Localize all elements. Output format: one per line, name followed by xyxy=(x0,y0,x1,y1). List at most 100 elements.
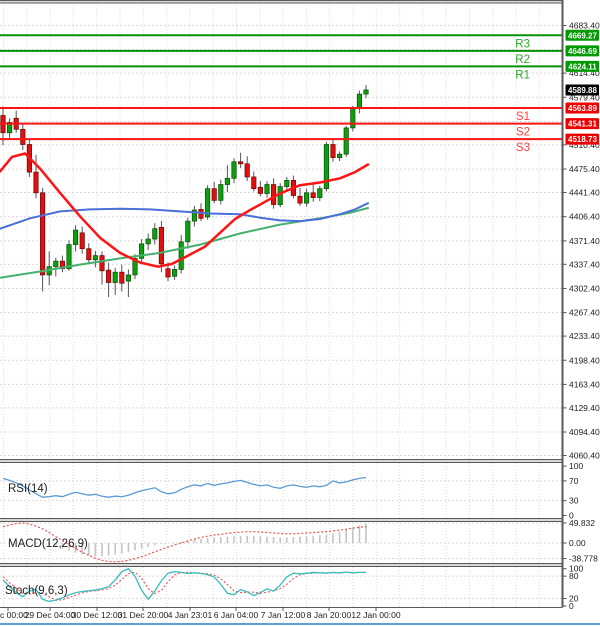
candle-down[interactable] xyxy=(106,269,112,283)
x-axis-label: 12 Jan 00:00 xyxy=(351,610,400,620)
price-badge-r2 xyxy=(565,45,599,57)
stoch-d-line xyxy=(2,571,366,601)
gridlines xyxy=(0,5,562,607)
candle-down[interactable] xyxy=(79,232,85,250)
candle-up[interactable] xyxy=(132,258,138,276)
y-axis-label: 4267.40 xyxy=(569,308,600,318)
candle-down[interactable] xyxy=(59,260,65,270)
macd-panel-title: MACD(12,26,9) xyxy=(8,538,88,550)
candle-down[interactable] xyxy=(86,248,92,261)
candle-up[interactable] xyxy=(350,108,356,129)
candle-up[interactable] xyxy=(66,244,72,270)
support-label-s1: S1 xyxy=(516,111,530,123)
candle-up[interactable] xyxy=(125,274,131,282)
candle-up[interactable] xyxy=(152,228,158,240)
price-badge-r1-text: 4624.11 xyxy=(568,62,597,71)
candle-up[interactable] xyxy=(178,241,184,270)
price-badge-r2-text: 4646.69 xyxy=(568,47,597,56)
macd-axis-label: -38.778 xyxy=(569,554,598,564)
candle-up[interactable] xyxy=(145,238,151,245)
resistance-label-r3: R3 xyxy=(515,38,530,50)
candle-up[interactable] xyxy=(363,89,369,95)
candle-up[interactable] xyxy=(264,184,270,194)
candle-down[interactable] xyxy=(271,184,277,205)
price-badge-s2-text: 4541.31 xyxy=(568,120,597,129)
candle-down[interactable] xyxy=(40,192,46,276)
macd-stoch-separator xyxy=(0,563,562,567)
candle-down[interactable] xyxy=(238,161,244,165)
candle-down[interactable] xyxy=(257,186,263,194)
candles-layer[interactable] xyxy=(0,85,369,298)
candle-down[interactable] xyxy=(310,192,316,198)
y-axis-label: 4371.40 xyxy=(569,236,600,246)
rsi-line xyxy=(2,476,367,498)
support-label-s2: S2 xyxy=(516,127,530,139)
candle-down[interactable] xyxy=(158,226,164,265)
stoch-axis-label: 0 xyxy=(569,601,574,611)
candle-down[interactable] xyxy=(165,268,171,278)
candle-up[interactable] xyxy=(317,188,323,198)
y-axis-label: 4060.40 xyxy=(569,451,600,461)
y-axis-label: 4337.40 xyxy=(569,259,600,269)
candle-up[interactable] xyxy=(337,153,343,158)
stoch-axis-label: 20 xyxy=(569,594,579,604)
candle-down[interactable] xyxy=(244,163,250,178)
candle-up[interactable] xyxy=(191,209,197,222)
x-axis-label: 31 Dec 20:00 xyxy=(118,610,169,620)
price-badge-r3 xyxy=(565,29,599,41)
y-axis-label: 4614.40 xyxy=(569,68,600,78)
y-axis-label: 4233.40 xyxy=(569,331,600,341)
candle-down[interactable] xyxy=(330,144,336,158)
y-axis-label: 4510.40 xyxy=(569,140,600,150)
candle-up[interactable] xyxy=(284,180,290,187)
candle-down[interactable] xyxy=(33,171,39,194)
ma-fast-line xyxy=(0,152,370,268)
candle-up[interactable] xyxy=(92,255,98,261)
candle-down[interactable] xyxy=(297,195,303,204)
stoch-k-line xyxy=(2,567,366,603)
candle-up[interactable] xyxy=(205,188,211,218)
y-axis-label: 4302.40 xyxy=(569,283,600,293)
price-badge-s2 xyxy=(565,118,599,130)
x-axis-label: 30 Dec 12:00 xyxy=(72,610,123,620)
candle-up[interactable] xyxy=(224,177,230,185)
candle-down[interactable] xyxy=(211,188,217,201)
rsi-axis-label: 100 xyxy=(569,461,583,471)
candle-up[interactable] xyxy=(185,220,191,243)
candle-up[interactable] xyxy=(73,229,79,245)
macd-histogram xyxy=(35,523,367,557)
candle-up[interactable] xyxy=(139,243,145,259)
candle-up[interactable] xyxy=(112,271,118,283)
candle-up[interactable] xyxy=(323,144,329,190)
x-axis-label: 7 Jan 12:00 xyxy=(261,610,306,620)
candle-down[interactable] xyxy=(99,255,105,272)
price-badge-s3-text: 4518.73 xyxy=(568,135,597,144)
candle-down[interactable] xyxy=(119,271,125,284)
stoch-panel-title: Stoch(9,6,3) xyxy=(5,585,68,597)
candle-up[interactable] xyxy=(304,192,310,204)
stoch-axis-label: 80 xyxy=(569,571,579,581)
candle-down[interactable] xyxy=(251,176,257,190)
x-axis-label: 29 Dec 04:00 xyxy=(25,610,76,620)
candle-up[interactable] xyxy=(172,269,178,277)
rsi-panel-title: RSI(14) xyxy=(8,483,48,495)
price-badge-r1 xyxy=(565,60,599,72)
macd-axis-label: 0.00 xyxy=(569,538,586,548)
y-axis-label: 4198.40 xyxy=(569,355,600,365)
candle-up[interactable] xyxy=(231,161,237,179)
stoch-axis-label: 100 xyxy=(569,564,583,574)
y-axis-label: 4406.40 xyxy=(569,212,600,222)
price-badge-s1 xyxy=(565,102,599,114)
candle-down[interactable] xyxy=(20,128,26,145)
candle-up[interactable] xyxy=(7,122,13,134)
candle-up[interactable] xyxy=(356,93,362,109)
candle-up[interactable] xyxy=(343,127,349,155)
candle-up[interactable] xyxy=(53,260,59,268)
candle-up[interactable] xyxy=(218,184,224,201)
macd-signal-line xyxy=(2,522,367,563)
